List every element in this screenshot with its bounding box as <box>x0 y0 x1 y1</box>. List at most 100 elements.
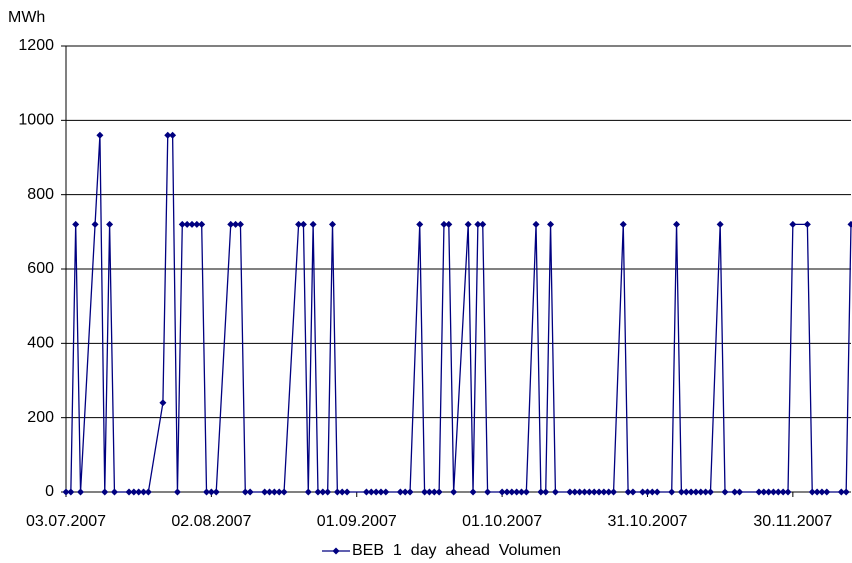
data-point <box>537 488 545 496</box>
data-point <box>697 488 705 496</box>
data-point <box>721 488 729 496</box>
data-point <box>517 488 525 496</box>
data-point <box>304 488 312 496</box>
data-point <box>643 488 651 496</box>
data-point <box>130 488 138 496</box>
data-point <box>362 488 370 496</box>
data-point <box>227 220 235 228</box>
data-point <box>280 488 288 496</box>
data-point <box>765 488 773 496</box>
data-point <box>469 488 477 496</box>
data-point <box>610 488 618 496</box>
data-point <box>595 488 603 496</box>
data-point <box>416 220 424 228</box>
data-point <box>566 488 574 496</box>
data-point <box>450 488 458 496</box>
data-point <box>580 488 588 496</box>
data-point <box>135 488 143 496</box>
data-point <box>803 220 811 228</box>
data-point <box>183 220 191 228</box>
data-point <box>551 488 559 496</box>
data-point <box>110 488 118 496</box>
data-point <box>101 488 109 496</box>
data-point <box>430 488 438 496</box>
data-point <box>639 488 647 496</box>
data-point <box>324 488 332 496</box>
data-point <box>779 488 787 496</box>
data-point <box>314 488 322 496</box>
data-point <box>67 488 75 496</box>
data-point <box>692 488 700 496</box>
data-point <box>372 488 380 496</box>
data-point <box>241 488 249 496</box>
data-point <box>464 220 472 228</box>
data-point <box>77 488 85 496</box>
data-point <box>338 488 346 496</box>
data-point <box>619 220 627 228</box>
data-point <box>421 488 429 496</box>
data-point <box>605 488 613 496</box>
data-point <box>842 488 850 496</box>
data-point <box>72 220 80 228</box>
data-point <box>232 220 240 228</box>
data-point <box>425 488 433 496</box>
data-point <box>769 488 777 496</box>
data-point <box>207 488 215 496</box>
legend-label: BEB 1 day ahead Volumen <box>352 542 561 559</box>
data-point <box>755 488 763 496</box>
data-point <box>125 488 133 496</box>
data-point <box>261 488 269 496</box>
y-tick-label: 200 <box>27 409 54 426</box>
data-point <box>319 488 327 496</box>
data-point <box>329 220 337 228</box>
data-point <box>144 488 152 496</box>
data-point <box>818 488 826 496</box>
data-point <box>668 488 676 496</box>
data-point <box>396 488 404 496</box>
data-point <box>682 488 690 496</box>
data-point <box>653 488 661 496</box>
y-tick-label: 400 <box>27 335 54 352</box>
data-point <box>808 488 816 496</box>
data-point <box>673 220 681 228</box>
data-point <box>106 220 114 228</box>
series-line <box>66 134 852 493</box>
data-point <box>731 488 739 496</box>
data-point <box>706 488 714 496</box>
data-point <box>295 220 303 228</box>
data-point <box>367 488 375 496</box>
data-point <box>716 220 724 228</box>
data-point <box>474 220 482 228</box>
data-point <box>585 488 593 496</box>
data-point <box>178 220 186 228</box>
data-point <box>513 488 521 496</box>
data-point <box>789 220 797 228</box>
data-point <box>401 488 409 496</box>
data-point <box>837 488 845 496</box>
x-tick-label: 01.10.2007 <box>462 513 542 530</box>
data-point <box>173 488 181 496</box>
data-point <box>440 220 448 228</box>
data-point <box>164 131 172 139</box>
x-tick-label: 31.10.2007 <box>607 513 687 530</box>
data-point <box>503 488 511 496</box>
data-point <box>266 488 274 496</box>
legend-marker <box>332 547 340 555</box>
y-tick-label: 1000 <box>18 112 54 129</box>
data-point <box>246 488 254 496</box>
data-point <box>760 488 768 496</box>
data-point <box>169 131 177 139</box>
y-tick-label: 800 <box>27 186 54 203</box>
data-point <box>159 399 167 407</box>
y-tick-label: 600 <box>27 260 54 277</box>
data-point <box>648 488 656 496</box>
data-point <box>571 488 579 496</box>
data-point <box>382 488 390 496</box>
data-point <box>823 488 831 496</box>
data-point <box>203 488 211 496</box>
data-point <box>275 488 283 496</box>
data-point <box>547 220 555 228</box>
data-point <box>377 488 385 496</box>
data-point <box>498 488 506 496</box>
